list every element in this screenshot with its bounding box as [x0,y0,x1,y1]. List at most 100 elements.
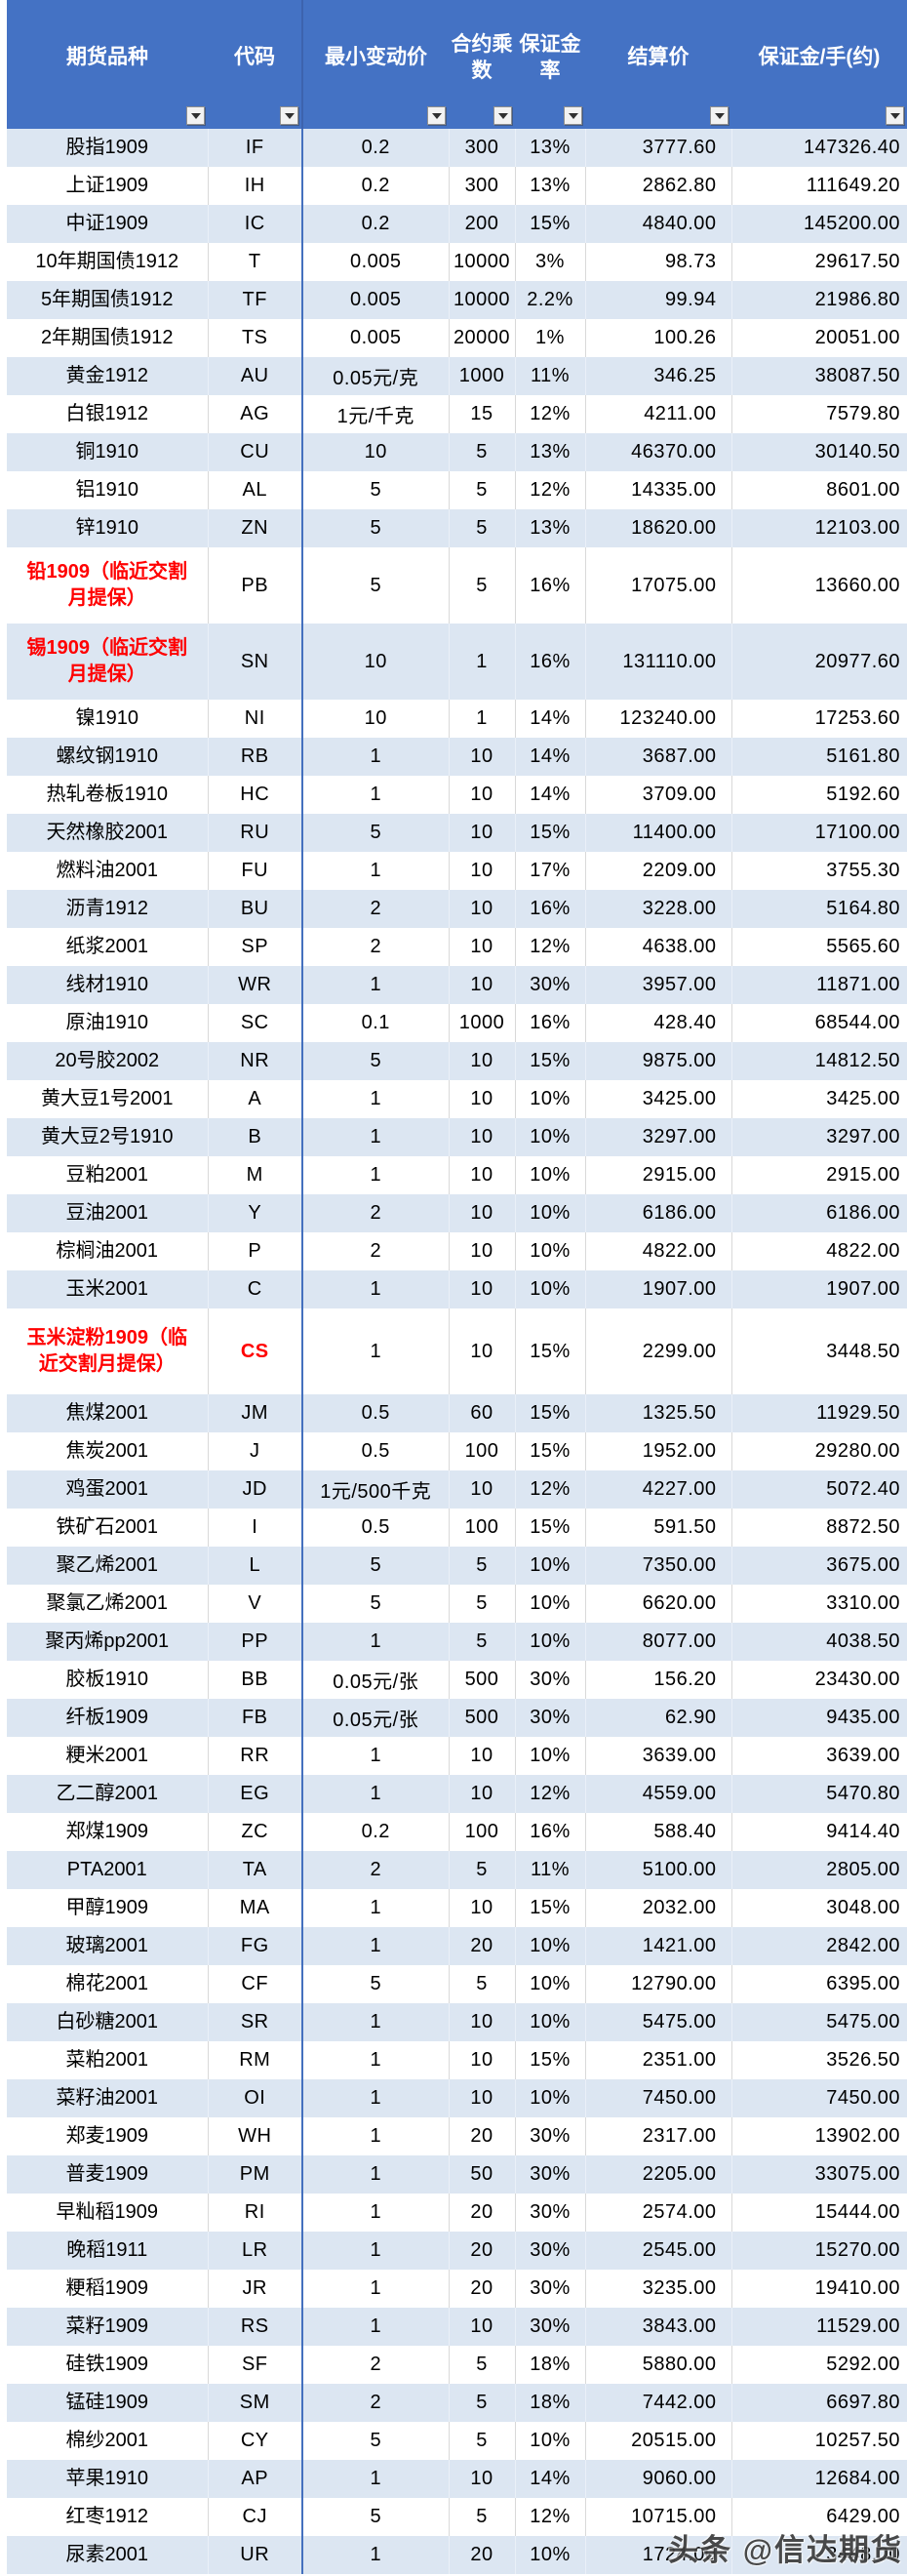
multiplier-cell: 100 [449,1813,516,1851]
settlement-cell: 46370.00 [585,433,732,471]
margin-cell: 15444.00 [814,2201,900,2223]
multiplier-cell: 5 [449,2384,516,2422]
code-cell: AL [208,471,303,509]
filter-button-margin-per-lot[interactable] [886,106,904,125]
product-name-cell: 铁矿石2001 [7,1509,209,1547]
code-cell: NI [208,700,303,738]
table-row: 尿素2001 UR 1 20 10% 1724.00 3448.00 [7,2536,907,2574]
code-cell: FG [208,1927,303,1965]
settlement-cell: 8077.00 [585,1623,732,1661]
settlement-cell: 1907.00 [585,1270,732,1308]
filter-button-margin-rate[interactable] [564,106,582,125]
settlement-cell: 346.25 [585,357,732,395]
margin-rate-cell: 15% [515,1889,586,1927]
min-tick-cell: 5 [302,1547,450,1585]
settlement-cell: 1724.00 [585,2536,732,2574]
multiplier-cell: 300 [449,167,516,205]
margin-cell: 23430.00 [814,1669,900,1690]
margin-cell: 5164.80 [826,898,900,919]
table-row: 焦炭2001 J 0.5 100 15% 1952.00 29280.00 [7,1432,907,1470]
product-name-cell: 玉米淀粉1909（临近交割月提保） [7,1308,209,1394]
filter-button-product[interactable] [186,106,205,125]
min-tick-cell: 1 [302,738,450,776]
table-row: 上证1909 IH 0.2 300 13% 2862.80 111649.20 [7,167,907,205]
code-cell: FB [208,1699,303,1737]
margin-cell: 3675.00 [826,1554,900,1576]
code-cell: V [208,1585,303,1623]
product-name-cell: 棉纱2001 [7,2422,209,2460]
multiplier-cell: 5 [449,1547,516,1585]
product-name-cell: 铜1910 [7,433,209,471]
multiplier-cell: 15 [449,395,516,433]
margin-cell: 3639.00 [826,1745,900,1766]
min-tick-cell: 1 [302,966,450,1004]
margin-rate-cell: 30% [515,2232,586,2270]
product-name-cell: 菜籽油2001 [7,2079,209,2117]
settlement-cell: 2299.00 [585,1308,732,1394]
code-cell: CJ [208,2498,303,2536]
filter-button-settlement[interactable] [710,106,729,125]
margin-table: 期货品种 代码 最小变动价 合约乘数 保证金率 结算价 保证金/手(约) 股指1909 IF 0… [7,0,907,2574]
filter-button-min-tick[interactable] [427,106,446,125]
margin-rate-cell: 30% [515,1661,586,1699]
product-name-cell: 晚稻1911 [7,2232,209,2270]
table-row: 沥青1912 BU 2 10 16% 3228.00 5164.80 [7,890,907,928]
filter-button-multiplier[interactable] [493,106,512,125]
min-tick-cell: 10 [302,433,450,471]
settlement-cell: 156.20 [585,1661,732,1699]
code-cell: RM [208,2041,303,2079]
filter-button-code[interactable] [280,106,298,125]
table-row: 纸浆2001 SP 2 10 12% 4638.00 5565.60 [7,928,907,966]
margin-rate-cell: 12% [515,2498,586,2536]
product-name-cell: 白砂糖2001 [7,2003,209,2041]
margin-rate-cell: 13% [515,509,586,547]
min-tick-cell: 1 [302,2079,450,2117]
settlement-cell: 2317.00 [585,2117,732,2155]
multiplier-cell: 10 [449,966,516,1004]
margin-rate-cell: 15% [515,1509,586,1547]
product-name-cell: 上证1909 [7,167,209,205]
table-row: 聚氯乙烯2001 V 5 5 10% 6620.00 3310.00 [7,1585,907,1623]
table-row: 聚丙烯pp2001 PP 1 5 10% 8077.00 4038.50 [7,1623,907,1661]
table-row: 郑煤1909 ZC 0.2 100 16% 588.40 9414.40 [7,1813,907,1851]
margin-rate-cell: 18% [515,2384,586,2422]
settlement-cell: 3687.00 [585,738,732,776]
multiplier-cell: 20 [449,2194,516,2232]
margin-cell: 68544.00 [814,1012,900,1033]
margin-rate-cell: 30% [515,2270,586,2308]
margin-rate-cell: 10% [515,1270,586,1308]
margin-rate-cell: 15% [515,1308,586,1394]
filter-dropdown-icon [714,112,725,119]
margin-rate-cell: 16% [515,624,586,700]
margin-rate-cell: 10% [515,1737,586,1775]
settlement-cell: 9875.00 [585,1042,732,1080]
min-tick-cell: 5 [302,1585,450,1623]
multiplier-cell: 5 [449,1585,516,1623]
column-header-label: 最小变动价 [325,46,427,69]
min-tick-cell: 0.5 [302,1432,450,1470]
code-cell: JR [208,2270,303,2308]
min-tick-cell: 1 [302,1118,450,1156]
multiplier-cell: 10 [449,738,516,776]
multiplier-cell: 5 [449,2422,516,2460]
table-row: 锌1910 ZN 5 5 13% 18620.00 12103.00 [7,509,907,547]
multiplier-cell: 10 [449,852,516,890]
code-cell: I [208,1509,303,1547]
min-tick-cell: 0.005 [302,319,450,357]
settlement-cell: 2209.00 [585,852,732,890]
product-name-cell: 早籼稻1909 [7,2194,209,2232]
code-cell: SF [208,2346,303,2384]
margin-cell: 38087.50 [814,365,900,386]
margin-cell: 3448.50 [826,1340,900,1362]
settlement-cell: 14335.00 [585,471,732,509]
table-row: PTA2001 TA 2 5 11% 5100.00 2805.00 [7,1851,907,1889]
multiplier-cell: 10 [449,1470,516,1509]
product-name-cell: 鸡蛋2001 [7,1470,209,1509]
min-tick-cell: 5 [302,2498,450,2536]
multiplier-cell: 20 [449,2270,516,2308]
margin-cell: 6697.80 [826,2392,900,2413]
min-tick-cell: 1 [302,2194,450,2232]
multiplier-cell: 200 [449,205,516,243]
min-tick-cell: 1 [302,2003,450,2041]
min-tick-cell: 1 [302,1889,450,1927]
